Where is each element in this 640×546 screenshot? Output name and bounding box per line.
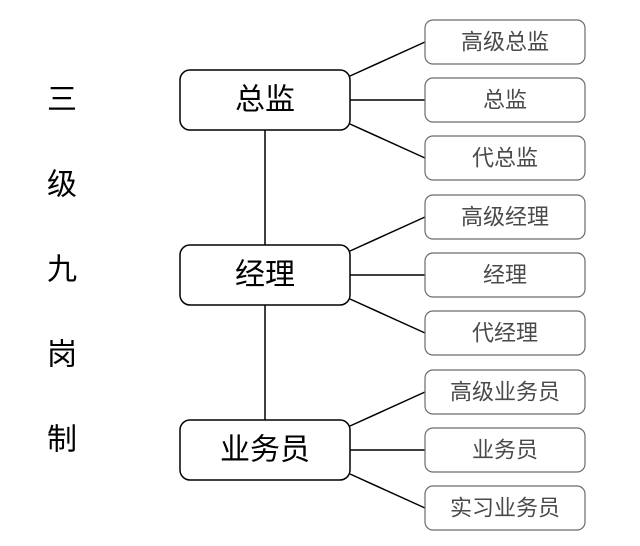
branch-line: [350, 392, 425, 426]
branch-line: [350, 124, 425, 158]
branch-line: [350, 217, 425, 251]
title-char-3: 岗: [47, 339, 77, 372]
sub-node-label-0-1: 总监: [483, 88, 527, 113]
main-node-label-0: 总监: [235, 84, 295, 117]
branch-line: [350, 42, 425, 76]
sub-node-label-0-2: 代总监: [472, 146, 538, 171]
sub-node-label-2-1: 业务员: [472, 438, 538, 463]
title-char-1: 级: [47, 169, 77, 202]
main-node-label-1: 经理: [235, 259, 295, 292]
sub-node-label-0-0: 高级总监: [461, 30, 549, 55]
branch-line: [350, 299, 425, 333]
sub-node-label-1-2: 代经理: [472, 321, 538, 346]
sub-node-label-2-2: 实习业务员: [450, 496, 560, 521]
title-char-0: 三: [47, 84, 77, 117]
main-node-label-2: 业务员: [220, 434, 310, 467]
title-char-4: 制: [47, 424, 77, 457]
sub-node-label-1-1: 经理: [483, 263, 527, 288]
sub-node-label-2-0: 高级业务员: [450, 380, 560, 405]
sub-node-label-1-0: 高级经理: [461, 205, 549, 230]
title-char-2: 九: [47, 254, 77, 287]
branch-line: [350, 474, 425, 508]
org-tree-diagram: 总监经理业务员 高级总监总监代总监高级经理经理代经理高级业务员业务员实习业务员 三级…: [0, 0, 640, 546]
